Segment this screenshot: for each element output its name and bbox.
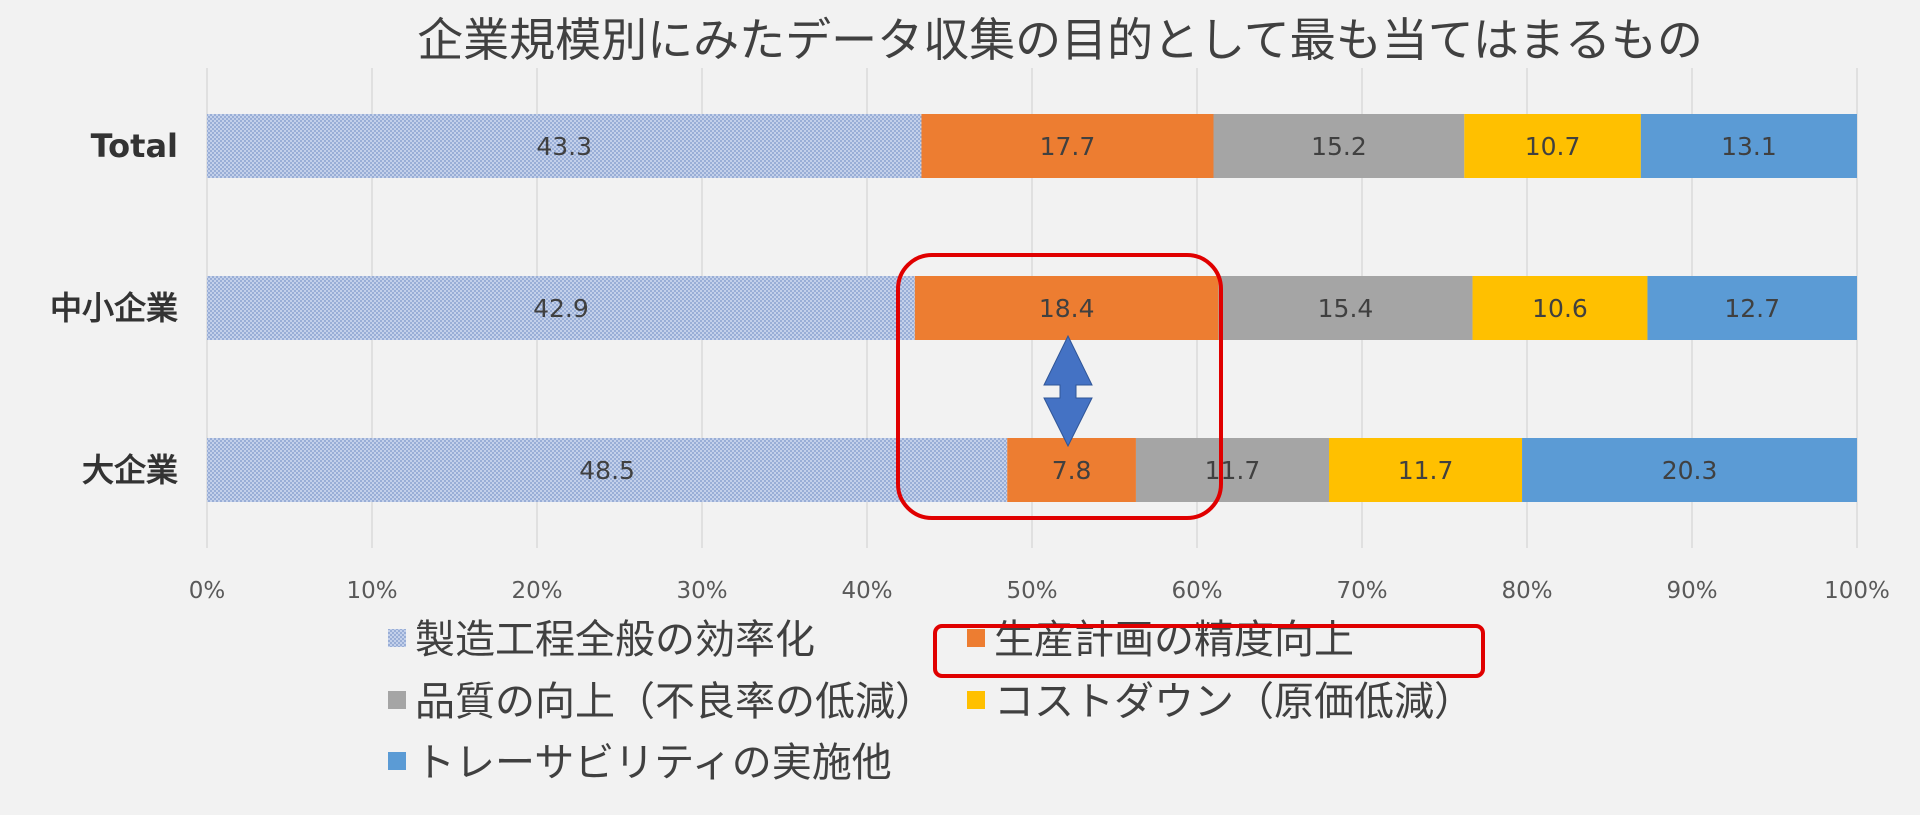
x-tick-label: 10% — [346, 578, 397, 604]
data-label: 13.1 — [1721, 132, 1777, 161]
legend-swatch — [388, 629, 406, 647]
x-tick-label: 60% — [1171, 578, 1222, 604]
data-label: 15.4 — [1318, 294, 1374, 323]
x-tick-label: 90% — [1666, 578, 1717, 604]
x-tick-labels: 0% 10% 20% 30% 40% 50% 60% 70% 80% 90% 100% — [189, 578, 1890, 604]
x-tick-label: 40% — [841, 578, 892, 604]
x-tick-label: 100% — [1824, 578, 1890, 604]
legend-swatch — [388, 691, 406, 709]
data-label: 15.2 — [1311, 132, 1367, 161]
x-tick-label: 80% — [1501, 578, 1552, 604]
data-label: 10.7 — [1525, 132, 1581, 161]
bar-segment — [914, 276, 1219, 340]
x-tick-label: 70% — [1336, 578, 1387, 604]
x-tick-label: 0% — [189, 578, 226, 604]
bar-segment — [1218, 276, 1473, 340]
bars — [207, 114, 1857, 502]
category-label: 中小企業 — [50, 289, 178, 327]
highlight-box — [896, 253, 1223, 520]
data-label: 10.6 — [1532, 294, 1588, 323]
data-label: 20.3 — [1662, 456, 1718, 485]
legend-swatch — [388, 752, 406, 770]
data-label: 12.7 — [1724, 294, 1780, 323]
data-label: 11.7 — [1398, 456, 1454, 485]
category-label: 大企業 — [82, 451, 178, 489]
data-label: 43.3 — [536, 132, 592, 161]
legend-entry: 製造工程全般の効率化 — [415, 617, 815, 663]
bar-segment — [1522, 438, 1857, 502]
bar-segment — [1640, 114, 1857, 178]
bar-segment — [1329, 438, 1523, 502]
data-label: 17.7 — [1040, 132, 1096, 161]
data-label: 48.5 — [579, 456, 635, 485]
annotations — [896, 253, 1223, 520]
chart-title: 企業規模別にみたデータ収集の目的として最も当てはまるもの — [417, 13, 1703, 67]
legend-highlight-box — [933, 624, 1485, 678]
bar-segment — [1647, 276, 1857, 340]
x-tick-label: 50% — [1006, 578, 1057, 604]
x-tick-label: 30% — [676, 578, 727, 604]
bar-segment — [921, 114, 1214, 178]
x-tick-label: 20% — [511, 578, 562, 604]
data-label: 11.7 — [1205, 456, 1261, 485]
bar-segment — [207, 276, 915, 340]
legend-swatch — [967, 629, 985, 647]
bar-segment — [1464, 114, 1641, 178]
legend-entry: トレーサビリティの実施他 — [415, 740, 892, 786]
data-labels: 43.3 17.7 15.2 10.7 13.1 42.9 18.4 15.4 10.6 12.7… — [533, 132, 1780, 485]
category-label: Total — [91, 127, 178, 165]
bar-segment — [1213, 114, 1465, 178]
legend-swatch — [967, 691, 985, 709]
bar-segment — [1007, 438, 1136, 502]
legend-entry: 生産計画の精度向上 — [994, 617, 1354, 663]
data-label: 18.4 — [1039, 294, 1095, 323]
double-arrow — [1043, 334, 1093, 448]
bar-segment — [1472, 276, 1648, 340]
bar-segment — [1135, 438, 1329, 502]
data-label: 7.8 — [1052, 456, 1092, 485]
legend-entry: 品質の向上（不良率の低減） — [415, 679, 935, 725]
bar-segment — [207, 114, 922, 178]
data-label: 42.9 — [533, 294, 589, 323]
legend-entry: コストダウン（原価低減） — [994, 679, 1474, 725]
bar-segment — [207, 438, 1008, 502]
